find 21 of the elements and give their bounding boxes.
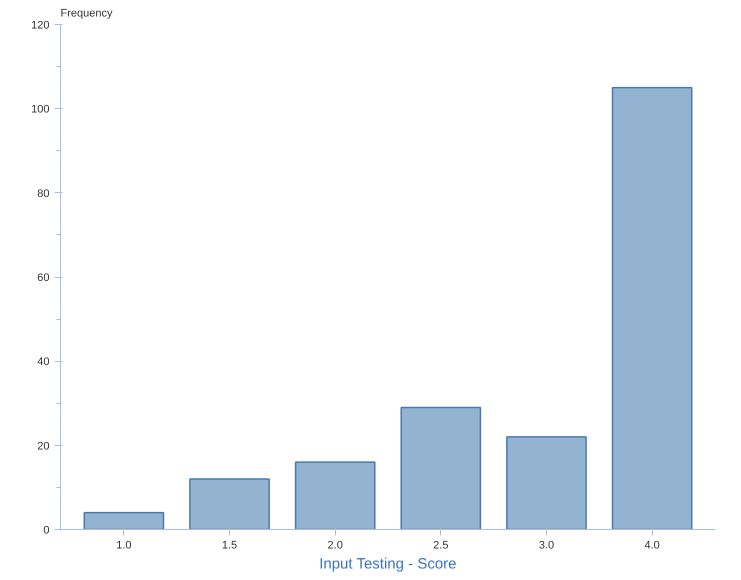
y-tick-label: 80 [37,188,50,200]
bar [189,478,270,530]
x-axis-title: Input Testing - Score [319,556,457,572]
bar [612,86,692,530]
y-tick-label: 60 [37,272,50,284]
bar [506,436,587,530]
x-tick-label: 3.0 [538,540,554,552]
y-tick-label: 20 [37,440,50,452]
x-tick-label: 4.0 [644,540,660,552]
bar [400,406,482,530]
bar [84,512,164,530]
y-axis-title: Frequency [60,8,113,20]
y-tick-label: 0 [43,524,50,536]
y-tick-label: 120 [31,20,50,32]
x-tick-label: 1.0 [116,540,132,552]
bar [294,461,376,530]
y-tick-label: 100 [31,104,50,116]
x-tick-label: 1.5 [222,540,238,552]
y-tick-label: 40 [37,356,50,368]
x-tick-label: 2.0 [328,540,343,552]
x-tick-label: 2.5 [433,540,448,552]
